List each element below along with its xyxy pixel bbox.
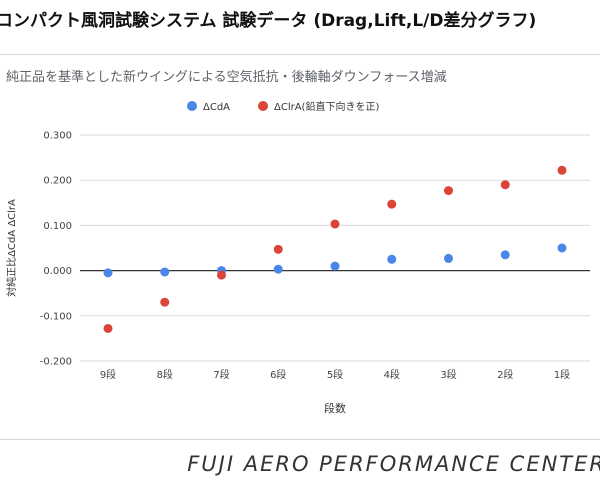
chart-subtitle: 純正品を基準とした新ウイングによる空気抵抗・後輪軸ダウンフォース増減: [6, 70, 447, 85]
data-point: [330, 219, 340, 229]
y-tick-label: 0.100: [43, 221, 72, 232]
data-point: [160, 267, 170, 277]
x-tick-label: 6段: [270, 368, 286, 381]
data-point: [330, 261, 340, 271]
data-point: [273, 264, 283, 274]
data-point: [217, 270, 226, 280]
data-point: [387, 199, 397, 209]
data-point: [160, 297, 170, 307]
legend-label: ΔClrA(鉛直下向きを正): [274, 100, 379, 113]
data-point: [444, 186, 453, 196]
y-axis-label: 対純正比ΔCdA ΔClrA: [5, 199, 18, 297]
data-point: [557, 243, 567, 253]
footer-brand-text: FUJI AERO PERFORMANCE CENTER: [187, 452, 600, 476]
x-tick-label: 7段: [213, 368, 229, 381]
x-axis-label: 段数: [324, 401, 346, 415]
x-tick-label: 4段: [384, 368, 400, 381]
data-point: [557, 165, 567, 175]
data-point: [103, 268, 113, 278]
y-tick-label: -0.100: [40, 311, 72, 322]
x-tick-label: 5段: [327, 368, 343, 381]
y-tick-label: 0.200: [43, 176, 72, 187]
y-tick-label: -0.200: [40, 357, 72, 368]
legend-label: ΔCdA: [203, 102, 230, 113]
page-title: コンパクト風洞試験システム 試験データ (Drag,Lift,L/D差分グラフ): [0, 11, 537, 31]
x-tick-label: 1段: [554, 368, 570, 381]
x-tick-label: 9段: [100, 368, 116, 381]
data-point: [273, 244, 283, 254]
legend-marker: [187, 101, 197, 111]
data-point: [500, 250, 510, 260]
legend-marker: [258, 101, 268, 111]
data-point: [387, 254, 397, 264]
data-point: [444, 253, 453, 263]
x-tick-label: 3段: [440, 368, 456, 381]
chart: -0.200 -0.100 0.000 0.100 0.200 0.300 9段 8段 7段 6段…: [5, 100, 590, 415]
y-tick-label: 0.000: [43, 266, 72, 277]
x-tick-label: 8段: [157, 368, 173, 381]
footer-brand: FUJI AERO PERFORMANCE CENTER: [0, 452, 600, 476]
data-point: [103, 323, 113, 333]
y-tick-label: 0.300: [43, 131, 72, 142]
x-tick-label: 2段: [497, 368, 513, 381]
data-point: [500, 180, 510, 190]
chart-frame: -0.200 -0.100 0.000 0.100 0.200 0.300 9段 8段 7段 6段…: [0, 54, 600, 440]
